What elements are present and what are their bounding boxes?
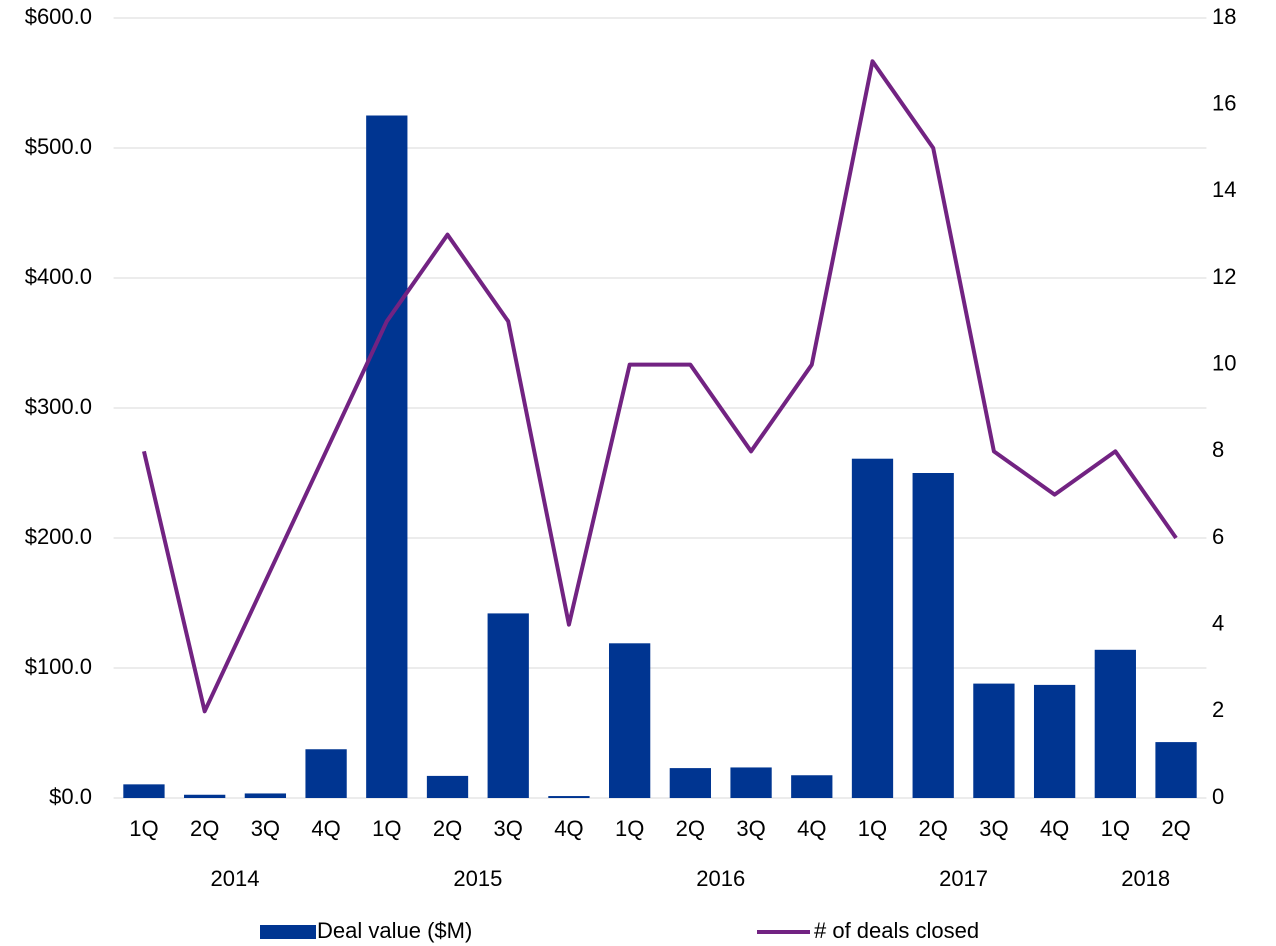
x-tick-label: 3Q: [494, 816, 523, 841]
x-tick-label: 2Q: [190, 816, 219, 841]
x-tick-label: 1Q: [615, 816, 644, 841]
x-tick-label: 2Q: [919, 816, 948, 841]
y2-tick-label: 14: [1212, 177, 1236, 202]
x-tick-label: 4Q: [554, 816, 583, 841]
x-tick-label: 2Q: [433, 816, 462, 841]
legend-swatch: [260, 925, 316, 939]
y2-tick-label: 6: [1212, 524, 1224, 549]
x-group-label: 2014: [211, 866, 260, 891]
bar: [184, 794, 226, 798]
y-tick-label: $0.0: [49, 784, 92, 809]
x-tick-label: 3Q: [251, 816, 280, 841]
x-group-label: 2018: [1121, 866, 1170, 891]
x-group-label: 2017: [939, 866, 988, 891]
x-tick-label: 3Q: [979, 816, 1008, 841]
y-tick-label: $100.0: [25, 654, 92, 679]
x-tick-label: 4Q: [311, 816, 340, 841]
legend-label: # of deals closed: [814, 918, 979, 943]
bar: [366, 115, 408, 798]
y2-tick-label: 12: [1212, 264, 1236, 289]
bar: [973, 683, 1015, 798]
bar: [548, 796, 590, 798]
bar: [912, 473, 954, 798]
y-tick-label: $600.0: [25, 4, 92, 29]
y2-tick-label: 10: [1212, 350, 1236, 375]
x-group-label: 2016: [696, 866, 745, 891]
y2-tick-label: 8: [1212, 437, 1224, 462]
x-tick-label: 3Q: [736, 816, 765, 841]
y2-tick-label: 4: [1212, 610, 1224, 635]
y2-tick-label: 18: [1212, 4, 1236, 29]
bar: [1094, 649, 1136, 798]
bar: [1033, 684, 1076, 798]
y2-tick-label: 0: [1212, 784, 1224, 809]
line: [142, 59, 1178, 714]
x-tick-label: 4Q: [1040, 816, 1069, 841]
x-tick-label: 2Q: [676, 816, 705, 841]
bar: [851, 458, 894, 798]
bar: [791, 775, 833, 798]
bar: [1155, 742, 1197, 798]
x-tick-label: 1Q: [372, 816, 401, 841]
legend-label: Deal value ($M): [317, 918, 472, 943]
bar: [487, 613, 529, 798]
x-group-label: 2015: [453, 866, 502, 891]
y2-tick-label: 16: [1212, 90, 1236, 115]
y-tick-label: $300.0: [25, 394, 92, 419]
x-tick-label: 1Q: [858, 816, 887, 841]
bar: [305, 749, 347, 798]
x-tick-label: 2Q: [1161, 816, 1190, 841]
x-tick-label: 1Q: [1101, 816, 1130, 841]
bar: [730, 767, 772, 798]
x-tick-label: 4Q: [797, 816, 826, 841]
bar: [244, 793, 287, 798]
x-tick-label: 1Q: [129, 816, 158, 841]
y-tick-label: $400.0: [25, 264, 92, 289]
y2-tick-label: 2: [1212, 697, 1224, 722]
y-tick-label: $500.0: [25, 134, 92, 159]
bar: [609, 643, 651, 798]
bar: [669, 768, 711, 798]
bar: [123, 784, 165, 798]
bar: [426, 775, 469, 798]
y-tick-label: $200.0: [25, 524, 92, 549]
